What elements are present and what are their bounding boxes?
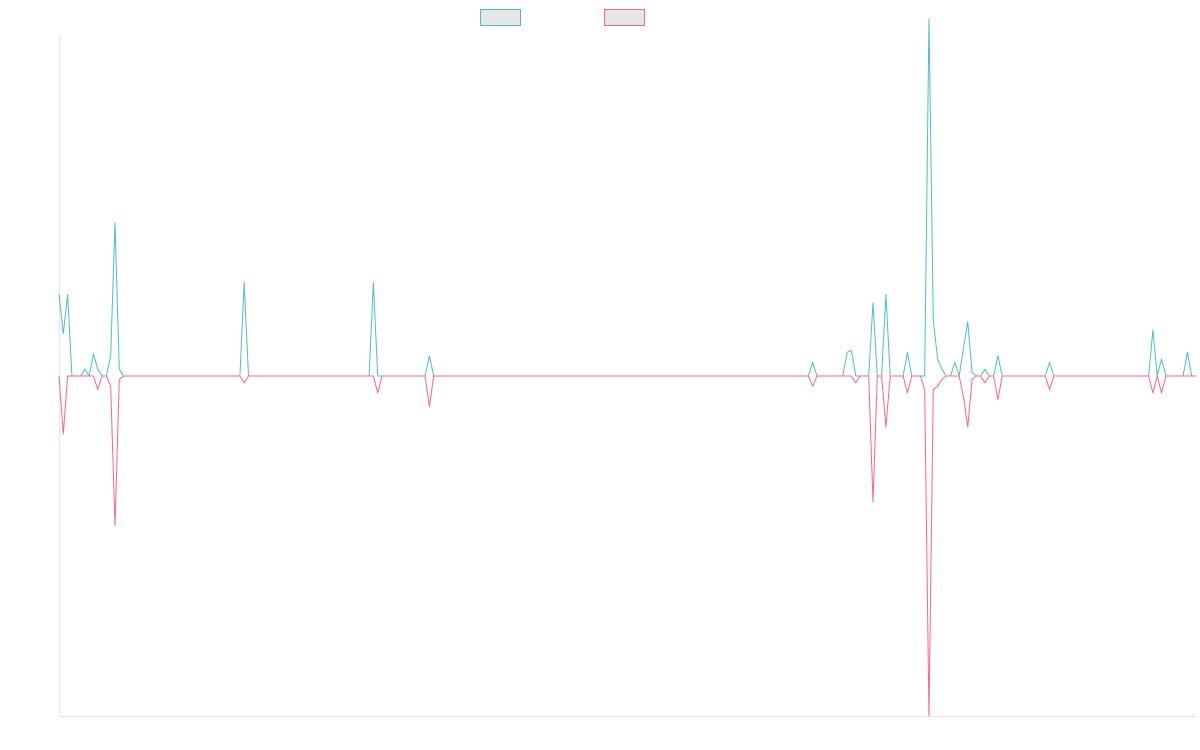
- legend-swatch-1[interactable]: [480, 9, 521, 26]
- series-line-1: [58, 18, 1196, 377]
- legend: [480, 9, 645, 26]
- legend-swatch-2[interactable]: [604, 9, 645, 26]
- series-line-2: [58, 375, 1196, 717]
- series-group: [58, 18, 1196, 717]
